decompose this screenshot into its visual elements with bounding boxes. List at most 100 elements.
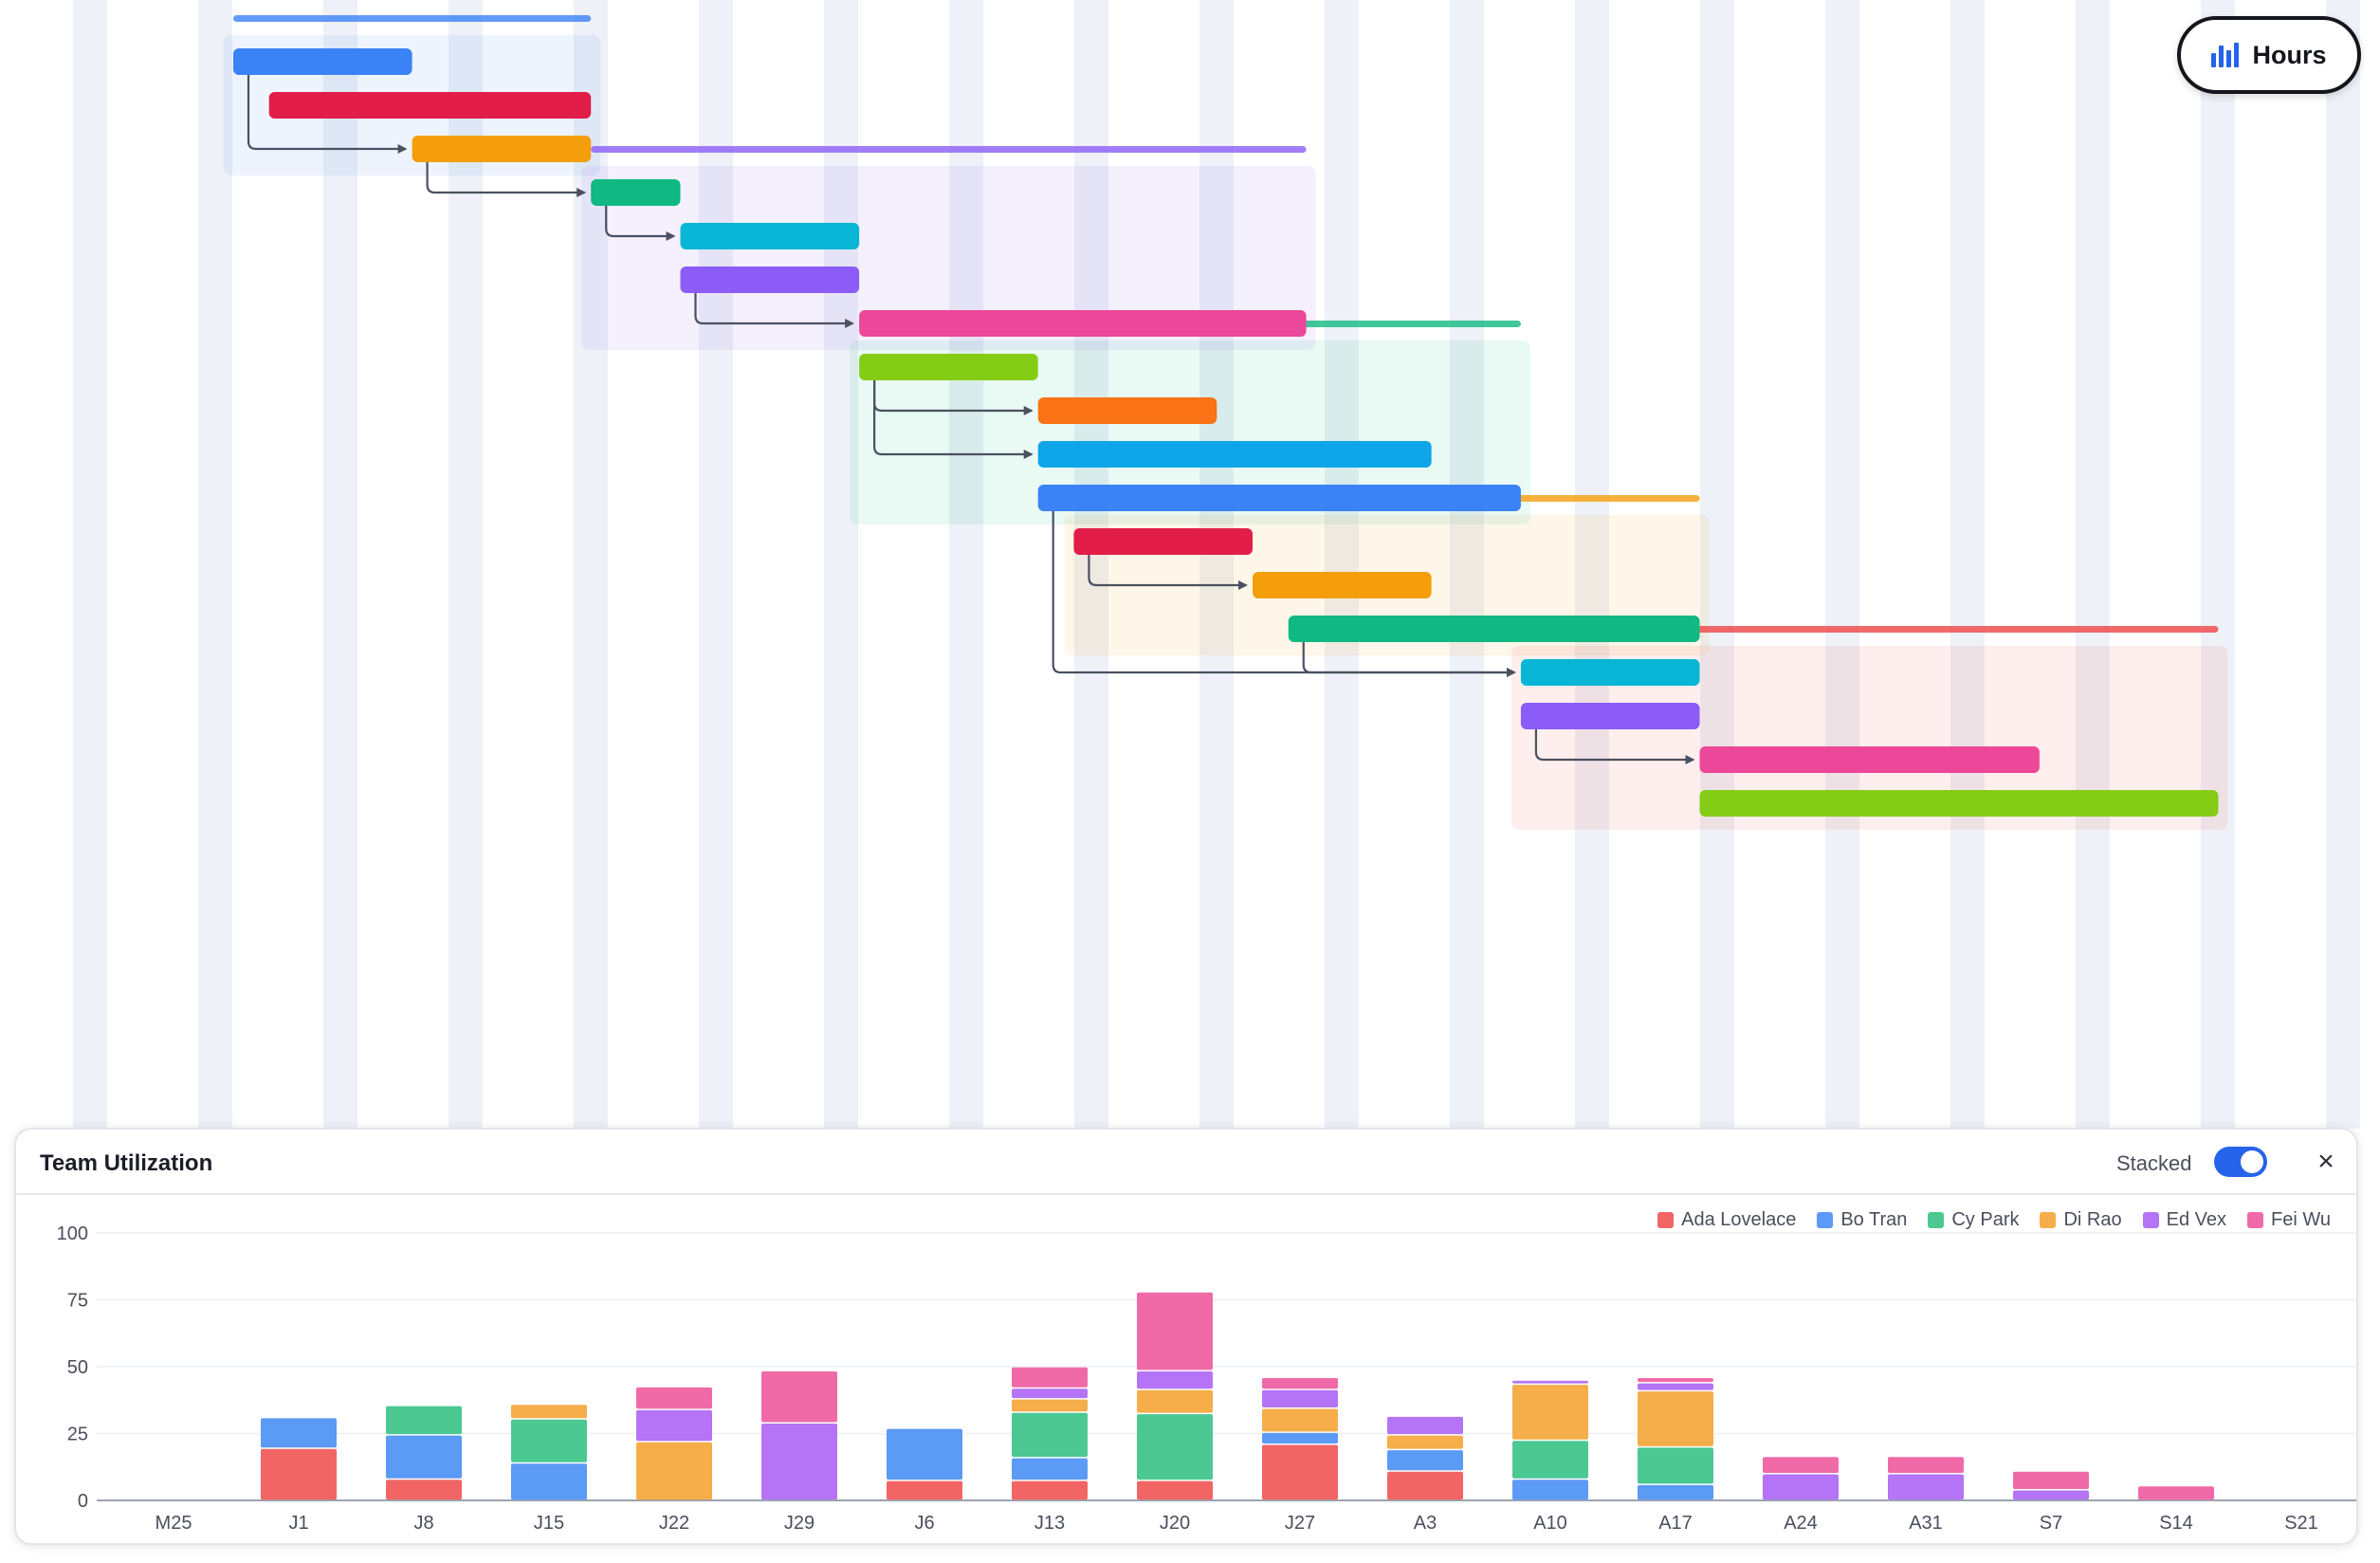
phase-group-4: [1510, 646, 2228, 830]
legend-label: Ada Lovelace: [1681, 1209, 1797, 1230]
bar-segment-12-4[interactable]: [1638, 1383, 1713, 1390]
y-tick-label: 75: [67, 1291, 88, 1312]
close-icon[interactable]: ×: [2317, 1146, 2334, 1177]
bar-segment-1-0[interactable]: [261, 1448, 337, 1500]
legend-item[interactable]: Di Rao: [2040, 1209, 2122, 1231]
bar-segment-3-2[interactable]: [511, 1419, 587, 1462]
legend-swatch: [1928, 1212, 1945, 1228]
task-bar-4-3[interactable]: [1699, 790, 2219, 817]
bar-segment-7-4[interactable]: [1012, 1388, 1088, 1399]
bar-segment-15-5[interactable]: [2013, 1471, 2089, 1489]
timeline-column-16: [2076, 0, 2110, 1129]
task-bar-2-2[interactable]: [1037, 441, 1432, 468]
task-bar-1-0[interactable]: [591, 179, 681, 206]
bar-segment-7-5[interactable]: [1012, 1367, 1088, 1388]
timeline-column-14: [1825, 0, 1859, 1129]
bar-segment-7-3[interactable]: [1012, 1399, 1088, 1412]
bar-segment-10-0[interactable]: [1387, 1471, 1463, 1500]
task-bar-2-0[interactable]: [859, 354, 1038, 380]
y-tick-label: 25: [67, 1425, 88, 1445]
phase-group-1: [581, 166, 1316, 350]
bar-segment-12-1[interactable]: [1638, 1484, 1713, 1500]
bar-segment-9-0[interactable]: [1262, 1444, 1338, 1500]
stacked-label: Stacked: [2116, 1151, 2192, 1175]
bar-segment-8-5[interactable]: [1137, 1292, 1213, 1370]
bar-segment-3-3[interactable]: [511, 1405, 587, 1419]
bar-segment-2-0[interactable]: [386, 1480, 462, 1500]
bar-segment-12-3[interactable]: [1638, 1391, 1713, 1446]
x-tick-label: S7: [2040, 1513, 2062, 1534]
bar-segment-9-3[interactable]: [1262, 1408, 1338, 1432]
bar-segment-9-4[interactable]: [1262, 1389, 1338, 1407]
bar-segment-10-1[interactable]: [1387, 1450, 1463, 1471]
task-bar-1-1[interactable]: [680, 223, 860, 249]
bar-segment-8-0[interactable]: [1137, 1480, 1213, 1500]
bar-segment-11-1[interactable]: [1512, 1480, 1588, 1500]
bar-segment-7-0[interactable]: [1012, 1480, 1088, 1500]
bar-segment-4-4[interactable]: [636, 1409, 712, 1442]
bar-segment-8-2[interactable]: [1137, 1414, 1213, 1480]
legend-item[interactable]: Fei Wu: [2247, 1209, 2331, 1231]
bar-segment-16-5[interactable]: [2138, 1486, 2214, 1500]
bar-segment-12-5[interactable]: [1638, 1378, 1713, 1383]
task-bar-3-0[interactable]: [1073, 528, 1254, 555]
task-bar-3-1[interactable]: [1253, 572, 1432, 598]
bar-segment-4-5[interactable]: [636, 1387, 712, 1409]
legend-label: Bo Tran: [1840, 1209, 1908, 1230]
bar-segment-14-5[interactable]: [1888, 1457, 1964, 1474]
bar-segment-14-4[interactable]: [1888, 1474, 1964, 1500]
bar-segment-7-1[interactable]: [1012, 1458, 1088, 1480]
hours-button[interactable]: Hours: [2177, 16, 2361, 94]
bar-segment-12-2[interactable]: [1638, 1447, 1713, 1484]
bar-segment-10-4[interactable]: [1387, 1416, 1463, 1435]
task-bar-0-1[interactable]: [268, 92, 592, 119]
bar-segment-9-1[interactable]: [1262, 1432, 1338, 1444]
timeline-column-2: [323, 0, 357, 1129]
bar-segment-5-5[interactable]: [761, 1370, 837, 1423]
task-bar-1-2[interactable]: [680, 267, 860, 293]
task-bar-2-1[interactable]: [1037, 397, 1217, 424]
dependency-arrow-5: [873, 380, 1034, 459]
bar-segment-11-2[interactable]: [1512, 1441, 1588, 1479]
bar-segment-5-4[interactable]: [761, 1423, 837, 1500]
bar-segment-9-5[interactable]: [1262, 1378, 1338, 1389]
task-bar-4-2[interactable]: [1699, 746, 2040, 773]
timeline-column-9: [1199, 0, 1234, 1129]
bar-segment-8-4[interactable]: [1137, 1370, 1213, 1389]
bar-segment-13-5[interactable]: [1763, 1457, 1839, 1474]
bar-segment-10-3[interactable]: [1387, 1435, 1463, 1449]
task-bar-0-0[interactable]: [233, 48, 412, 75]
gantt-canvas: [73, 0, 2360, 1129]
bar-segment-2-1[interactable]: [386, 1435, 462, 1479]
stacked-toggle[interactable]: [2214, 1147, 2267, 1177]
task-bar-2-3[interactable]: [1037, 485, 1521, 511]
phase-group-2: [850, 340, 1530, 524]
task-bar-3-2[interactable]: [1288, 616, 1700, 642]
bar-segment-2-2[interactable]: [386, 1406, 462, 1435]
bar-segment-7-2[interactable]: [1012, 1412, 1088, 1458]
bar-segment-4-3[interactable]: [636, 1442, 712, 1500]
bar-segment-13-4[interactable]: [1763, 1474, 1839, 1500]
legend-item[interactable]: Bo Tran: [1817, 1209, 1907, 1231]
bar-segment-6-0[interactable]: [887, 1480, 962, 1500]
dependency-arrow-8: [1302, 642, 1516, 677]
legend-item[interactable]: Ed Vex: [2142, 1209, 2227, 1231]
task-bar-0-2[interactable]: [412, 136, 592, 162]
task-bar-1-3[interactable]: [859, 310, 1307, 337]
x-tick-label: J20: [1160, 1513, 1190, 1534]
legend-item[interactable]: Cy Park: [1928, 1209, 2019, 1231]
timeline-column-7: [949, 0, 983, 1129]
bar-segment-11-4[interactable]: [1512, 1380, 1588, 1384]
task-bar-4-0[interactable]: [1520, 659, 1700, 686]
task-bar-4-1[interactable]: [1520, 703, 1700, 729]
bar-segment-15-4[interactable]: [2013, 1490, 2089, 1500]
bar-segment-11-3[interactable]: [1512, 1385, 1588, 1440]
legend-item[interactable]: Ada Lovelace: [1657, 1209, 1796, 1231]
legend-label: Ed Vex: [2166, 1209, 2227, 1230]
bar-segment-1-1[interactable]: [261, 1418, 337, 1448]
bar-segment-3-1[interactable]: [511, 1463, 587, 1500]
bar-segment-8-3[interactable]: [1137, 1389, 1213, 1413]
timeline-column-3: [449, 0, 483, 1129]
timeline-column-15: [1950, 0, 1985, 1129]
bar-segment-6-1[interactable]: [887, 1428, 962, 1480]
